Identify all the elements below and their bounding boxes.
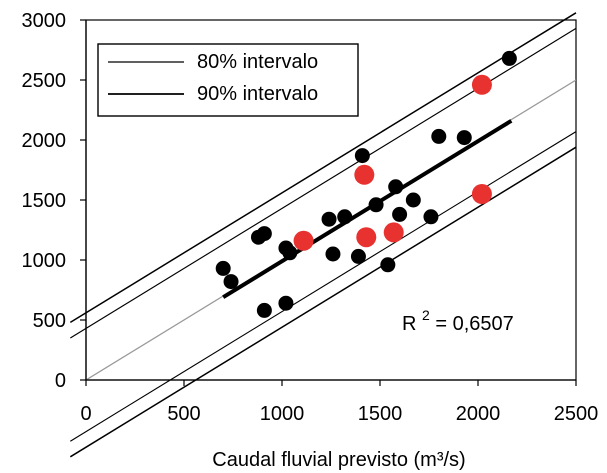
marks-layer: [215, 50, 517, 318]
labels-layer: 0 500 1000 1500 2000 2500 0 500 1000 1500 2000 2500…: [22, 10, 599, 425]
data-point-series-0-15: [388, 179, 404, 195]
data-point-series-0-8: [321, 211, 337, 227]
legend-label-80: 80% intervalo: [197, 51, 318, 73]
r-squared-prefix: R: [402, 313, 416, 335]
data-point-series-0-18: [423, 209, 439, 225]
interval-line-3: [69, 146, 577, 458]
data-point-series-0-6: [278, 295, 294, 311]
data-point-series-0-14: [380, 257, 396, 273]
interval-line-0: [69, 12, 577, 324]
data-point-series-0-21: [501, 50, 517, 66]
x-tick-label-0: 0: [80, 403, 91, 425]
y-tick-label-4: 2000: [22, 130, 67, 152]
x-tick-label-3: 1500: [358, 403, 403, 425]
data-point-series-0-7: [282, 245, 298, 261]
data-point-series-0-1: [223, 274, 239, 290]
data-point-series-1-4: [471, 74, 492, 95]
x-tick-label-2: 1000: [260, 403, 305, 425]
legend-label-90: 90% intervalo: [197, 83, 318, 105]
interval-line-1: [70, 27, 577, 339]
r-squared-annotation: R 2 = 0,6507: [402, 303, 514, 335]
y-tick-label-6: 3000: [22, 10, 67, 32]
y-tick-label-3: 1500: [22, 190, 67, 212]
data-point-series-1-2: [356, 227, 377, 248]
r-squared-superscript: 2: [422, 307, 430, 323]
data-point-series-0-20: [456, 130, 472, 146]
data-point-series-1-1: [354, 164, 375, 185]
interval-lines: [69, 12, 577, 458]
legend-box: [97, 43, 359, 117]
data-point-series-0-19: [431, 128, 447, 144]
x-tick-label-5: 2500: [554, 403, 599, 425]
data-point-series-1-0: [293, 230, 314, 251]
data-point-series-1-5: [471, 184, 492, 204]
legend: 80% intervalo 90% intervalo: [97, 43, 359, 117]
regression-line: [222, 119, 513, 299]
data-point-series-0-9: [325, 246, 341, 262]
data-point-series-0-4: [256, 302, 272, 318]
x-tick-label-1: 500: [167, 403, 200, 425]
data-point-series-0-0: [215, 260, 231, 276]
interval-line-2: [70, 131, 577, 442]
data-point-series-0-10: [337, 209, 353, 225]
x-axis-label: Caudal fluvial previsto (m³/s): [212, 449, 465, 471]
data-point-series-0-3: [256, 226, 272, 242]
y-tick-label-2: 1000: [22, 250, 67, 272]
y-tick-label-0: 0: [55, 370, 66, 392]
data-point-series-0-13: [368, 197, 384, 213]
r-squared-suffix: = 0,6507: [435, 313, 513, 335]
data-point-series-0-17: [405, 192, 421, 208]
axes-layer: [80, 19, 577, 386]
data-point-series-1-3: [383, 222, 404, 243]
data-point-series-0-16: [392, 206, 408, 222]
data-point-series-0-12: [354, 148, 370, 164]
y-tick-label-1: 500: [33, 310, 66, 332]
y-tick-label-5: 2500: [22, 70, 67, 92]
data-point-series-0-11: [350, 248, 366, 264]
x-tick-label-4: 2000: [456, 403, 501, 425]
